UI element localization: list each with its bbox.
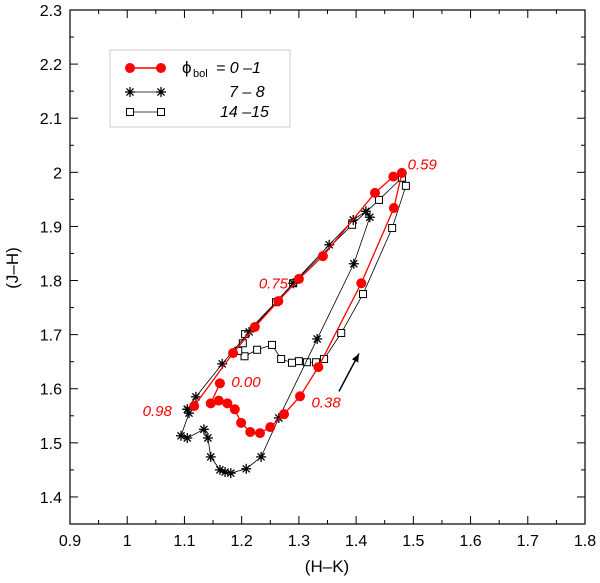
y-tick-label: 1.7	[40, 328, 62, 345]
y-tick-label: 1.5	[40, 436, 62, 453]
data-point-circle	[236, 417, 247, 428]
data-point-circle	[388, 203, 399, 214]
direction-arrow-icon	[338, 353, 360, 392]
data-point-star	[360, 206, 371, 217]
data-point-star	[202, 432, 213, 443]
phase-label: 0.98	[143, 403, 173, 420]
data-point-square	[388, 224, 397, 233]
x-tick-label: 1.4	[345, 533, 367, 550]
y-tick-label: 1.4	[40, 490, 62, 507]
data-point-circle	[273, 296, 284, 307]
y-tick-label: 2	[53, 165, 62, 182]
x-tick-label: 1.6	[459, 533, 481, 550]
legend-phi: ϕ	[182, 58, 192, 77]
data-point-star	[190, 391, 201, 402]
data-point-circle	[313, 362, 324, 373]
data-point-star	[156, 87, 166, 97]
legend-marker-square	[126, 108, 134, 116]
series-square	[234, 173, 410, 367]
data-point-circle	[228, 348, 239, 359]
data-point-circle	[245, 427, 256, 438]
series-line	[180, 210, 371, 474]
y-tick-label: 1.6	[40, 382, 62, 399]
data-point-star	[205, 451, 216, 462]
data-point-star	[312, 333, 323, 344]
data-point-square	[337, 329, 346, 338]
legend-marker-circle	[125, 63, 135, 73]
x-axis-label: (H–K)	[305, 557, 349, 576]
y-tick-label: 2.1	[40, 111, 62, 128]
y-tick-label: 1.9	[40, 219, 62, 236]
data-point-square	[277, 354, 286, 363]
data-point-star	[348, 258, 359, 269]
data-point-circle	[356, 278, 367, 289]
x-tick-label: 1	[123, 533, 132, 550]
data-point-square	[358, 290, 367, 299]
series-line	[237, 177, 407, 364]
data-point-circle	[222, 398, 233, 409]
data-point-square	[240, 352, 249, 361]
data-point-circle	[265, 422, 276, 433]
data-point-square	[302, 358, 311, 367]
phase-label: 0.59	[408, 157, 438, 174]
legend-sub: bol	[193, 68, 208, 80]
data-point-circle	[229, 404, 240, 415]
data-point-circle	[295, 391, 306, 402]
x-tick-label: 1.5	[402, 533, 424, 550]
y-tick-label: 2.3	[40, 3, 62, 20]
phase-label: 0.38	[311, 395, 341, 412]
data-point-square	[294, 357, 303, 366]
x-tick-label: 1.3	[288, 533, 310, 550]
data-point-square	[267, 340, 276, 349]
data-point-circle	[189, 401, 200, 412]
data-point-circle	[254, 428, 265, 439]
x-tick-label: 1.2	[231, 533, 253, 550]
y-tick-label: 1.8	[40, 274, 62, 291]
data-point-square	[348, 220, 357, 229]
data-point-circle	[388, 171, 399, 182]
x-tick-label: 1.8	[574, 533, 596, 550]
data-point-square	[401, 181, 410, 190]
x-tick-label: 0.9	[59, 533, 81, 550]
y-axis-label: (J–H)	[3, 247, 22, 289]
data-point-star	[182, 432, 193, 443]
data-point-star	[364, 212, 375, 223]
data-point-circle	[205, 398, 216, 409]
data-point-circle	[213, 395, 224, 406]
data-point-square	[375, 195, 383, 204]
data-point-circle	[317, 251, 328, 262]
data-point-circle	[214, 378, 225, 389]
legend-label-1: 7 – 8	[229, 84, 265, 101]
legend-label-2: 14 –15	[220, 104, 269, 121]
data-point-circle	[249, 322, 260, 333]
data-point-circle	[293, 273, 304, 284]
data-point-star	[241, 463, 252, 474]
y-tick-label: 2.2	[40, 57, 62, 74]
data-point-circle	[396, 167, 407, 178]
data-point-star	[225, 468, 236, 479]
data-point-square	[253, 345, 262, 354]
x-tick-label: 1.1	[173, 533, 195, 550]
x-tick-label: 1.7	[517, 533, 539, 550]
legend-label-0: = 0 –1	[216, 60, 261, 77]
phase-label: 0.75	[259, 276, 289, 293]
phase-label: 0.00	[231, 374, 261, 391]
data-point-star	[217, 358, 228, 369]
data-point-circle	[279, 409, 290, 420]
data-point-star	[198, 424, 209, 435]
legend: ϕ bol = 0 –1 7 – 8 14 –15	[109, 49, 291, 128]
data-point-square	[288, 358, 297, 367]
data-point-star	[125, 87, 135, 97]
series-circle	[189, 167, 407, 439]
data-point-star	[256, 451, 267, 462]
data-point-circle	[369, 187, 380, 198]
